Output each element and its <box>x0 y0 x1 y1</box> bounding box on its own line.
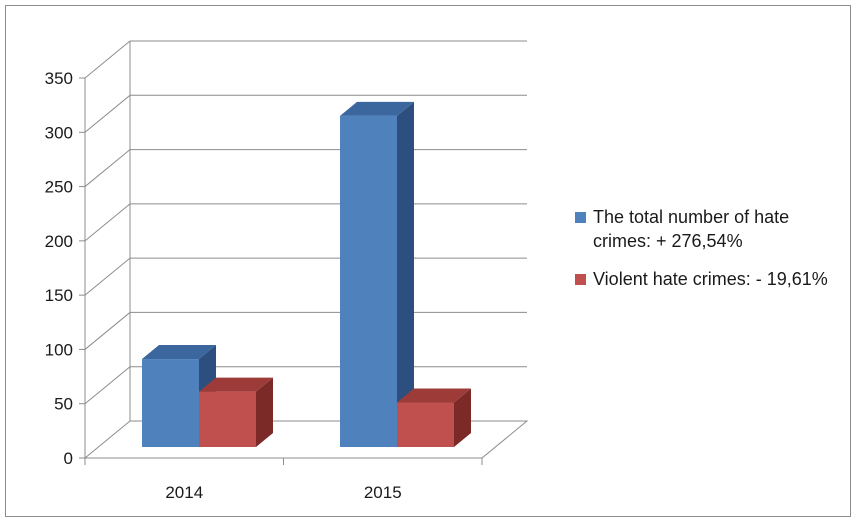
legend-item-series-1: Violent hate crimes: - 19,61% <box>575 267 845 291</box>
bar-front-2015-series-0 <box>340 115 397 447</box>
legend-label-series-0: The total number of hate crimes: + 276,5… <box>593 207 790 251</box>
y-tick-label-50: 50 <box>54 395 73 414</box>
gridline-side-150 <box>84 257 131 296</box>
y-tick-label-0: 0 <box>64 449 73 468</box>
bar-2014-series-1 <box>199 377 273 447</box>
bar-top-2014-series-1 <box>199 377 273 392</box>
gridline-side-300 <box>84 94 131 133</box>
x-tick-labels: 2014 2015 <box>165 483 401 502</box>
x-tick-label-2014: 2014 <box>165 483 203 502</box>
y-tick-labels: 0 50 100 150 200 250 300 350 <box>45 69 73 468</box>
legend-swatch-series-0 <box>575 212 586 223</box>
bar-side-2015-series-1 <box>454 388 471 447</box>
bar-top-2015-series-1 <box>397 388 471 403</box>
bar-front-2014-series-0 <box>142 359 199 447</box>
legend-swatch-series-1 <box>575 274 586 285</box>
gridline-side-50 <box>84 366 131 405</box>
bar-side-2014-series-1 <box>256 377 273 447</box>
y-tick-label-200: 200 <box>45 232 73 251</box>
bar-top-2014-series-0 <box>142 345 216 360</box>
gridlines <box>84 40 527 405</box>
legend-item-series-0: The total number of hate crimes: + 276,5… <box>575 205 845 253</box>
bar-front-2014-series-1 <box>199 391 256 447</box>
gridline-side-350 <box>84 40 131 79</box>
gridline-side-250 <box>84 149 131 187</box>
axes <box>79 41 483 465</box>
y-tick-label-100: 100 <box>45 340 73 359</box>
x-tick-label-2015: 2015 <box>364 483 402 502</box>
bar-2015-series-1 <box>397 388 471 447</box>
y-tick-label-300: 300 <box>45 123 73 142</box>
gridline-side-200 <box>84 203 131 242</box>
bar-top-2015-series-0 <box>340 101 414 116</box>
bar-2015-series-0 <box>340 101 414 447</box>
bar-front-2015-series-1 <box>397 402 454 447</box>
bars <box>142 101 471 447</box>
legend: The total number of hate crimes: + 276,5… <box>575 205 845 305</box>
y-tick-label-150: 150 <box>45 286 73 305</box>
gridline-side-100 <box>84 312 131 350</box>
y-tick-label-250: 250 <box>45 178 73 197</box>
y-tick-label-350: 350 <box>45 69 73 88</box>
legend-label-series-1: Violent hate crimes: - 19,61% <box>593 269 828 289</box>
bar-side-2015-series-0 <box>397 101 414 447</box>
